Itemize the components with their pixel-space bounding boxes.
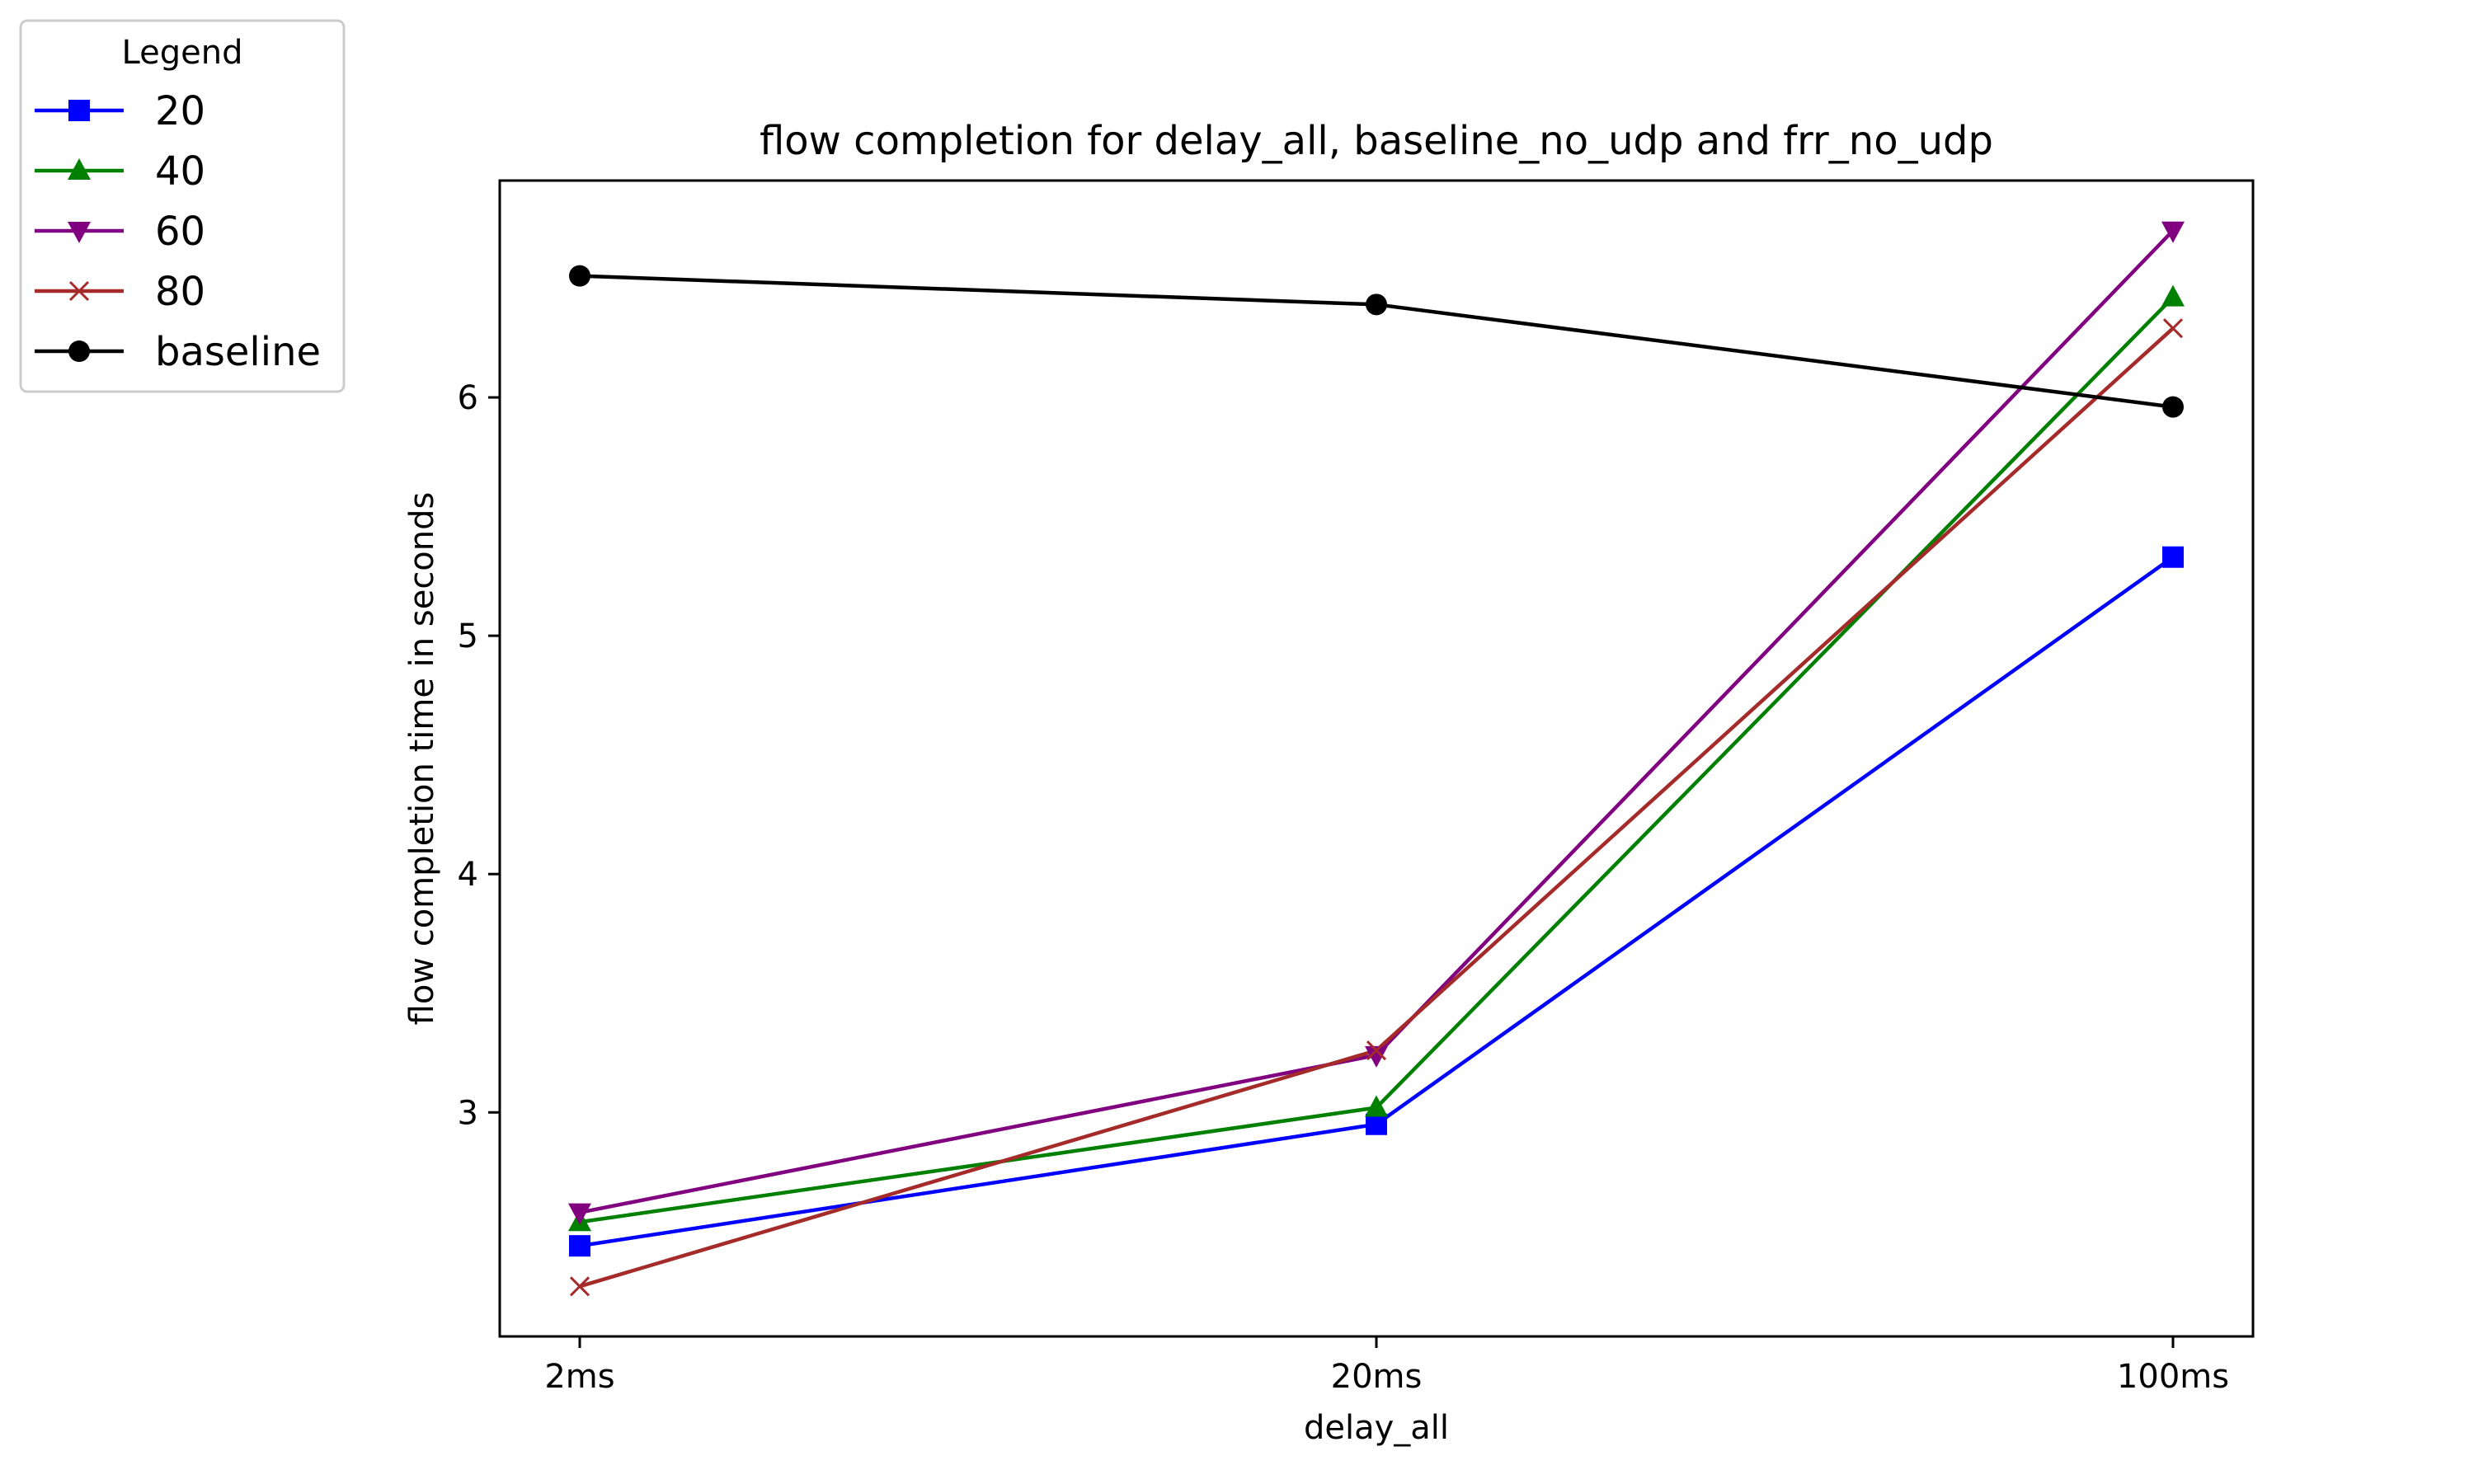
legend-item-40: 40 — [35, 148, 205, 195]
legend-label-baseline: baseline — [155, 329, 321, 375]
legend-items: 20 40 60 80 baseline — [35, 88, 321, 375]
x-axis-label: delay_all — [1304, 1409, 1449, 1447]
legend-label-40: 40 — [155, 148, 205, 195]
legend-title: Legend — [122, 34, 243, 72]
data-point-baseline-2ms — [569, 265, 590, 287]
data-point-80-100ms — [2162, 318, 2184, 339]
data-point-baseline-100ms — [2162, 396, 2184, 418]
legend-label-20: 20 — [155, 88, 205, 134]
data-point-40-100ms — [2161, 284, 2185, 307]
y-tick-label-4: 4 — [458, 856, 478, 894]
data-point-60-2ms — [568, 1203, 591, 1225]
legend-item-60: 60 — [35, 209, 205, 255]
legend-frame — [19, 19, 346, 393]
legend-label-80: 80 — [155, 269, 205, 315]
data-point-20-20ms — [1366, 1113, 1387, 1135]
data-point-40-20ms — [1365, 1095, 1388, 1117]
legend-marker-baseline — [68, 340, 90, 362]
data-point-80-20ms — [1366, 1040, 1387, 1061]
data-point-baseline-20ms — [1366, 294, 1387, 316]
plot-area — [568, 221, 2185, 1297]
x-axis: 2ms 20ms 100ms — [544, 1336, 2229, 1396]
x-tick-label-100ms: 100ms — [2117, 1358, 2229, 1396]
legend-item-baseline: baseline — [35, 329, 321, 375]
data-point-20-2ms — [569, 1235, 590, 1257]
legend: Legend 20 40 60 80 baseline — [19, 19, 346, 393]
legend-marker-60 — [68, 222, 91, 243]
x-tick-label-2ms: 2ms — [544, 1358, 614, 1396]
data-point-60-100ms — [2161, 221, 2185, 243]
y-tick-label-5: 5 — [458, 618, 478, 655]
legend-marker-40 — [68, 158, 91, 180]
legend-label-60: 60 — [155, 209, 205, 255]
data-point-80-2ms — [569, 1276, 590, 1297]
legend-marker-80 — [68, 280, 90, 302]
legend-item-20: 20 — [35, 88, 205, 134]
data-point-60-20ms — [1365, 1045, 1388, 1068]
legend-item-80: 80 — [35, 269, 205, 315]
y-axis-label: flow completion time in seconds — [403, 492, 441, 1026]
data-point-20-100ms — [2162, 546, 2184, 568]
x-tick-label-20ms: 20ms — [1331, 1358, 1423, 1396]
y-tick-label-6: 6 — [458, 379, 478, 417]
y-tick-label-3: 3 — [458, 1094, 478, 1132]
legend-marker-20 — [68, 100, 90, 121]
chart-title: flow completion for delay_all, baseline_… — [760, 118, 1993, 164]
y-axis: 3 4 5 6 — [458, 379, 500, 1132]
